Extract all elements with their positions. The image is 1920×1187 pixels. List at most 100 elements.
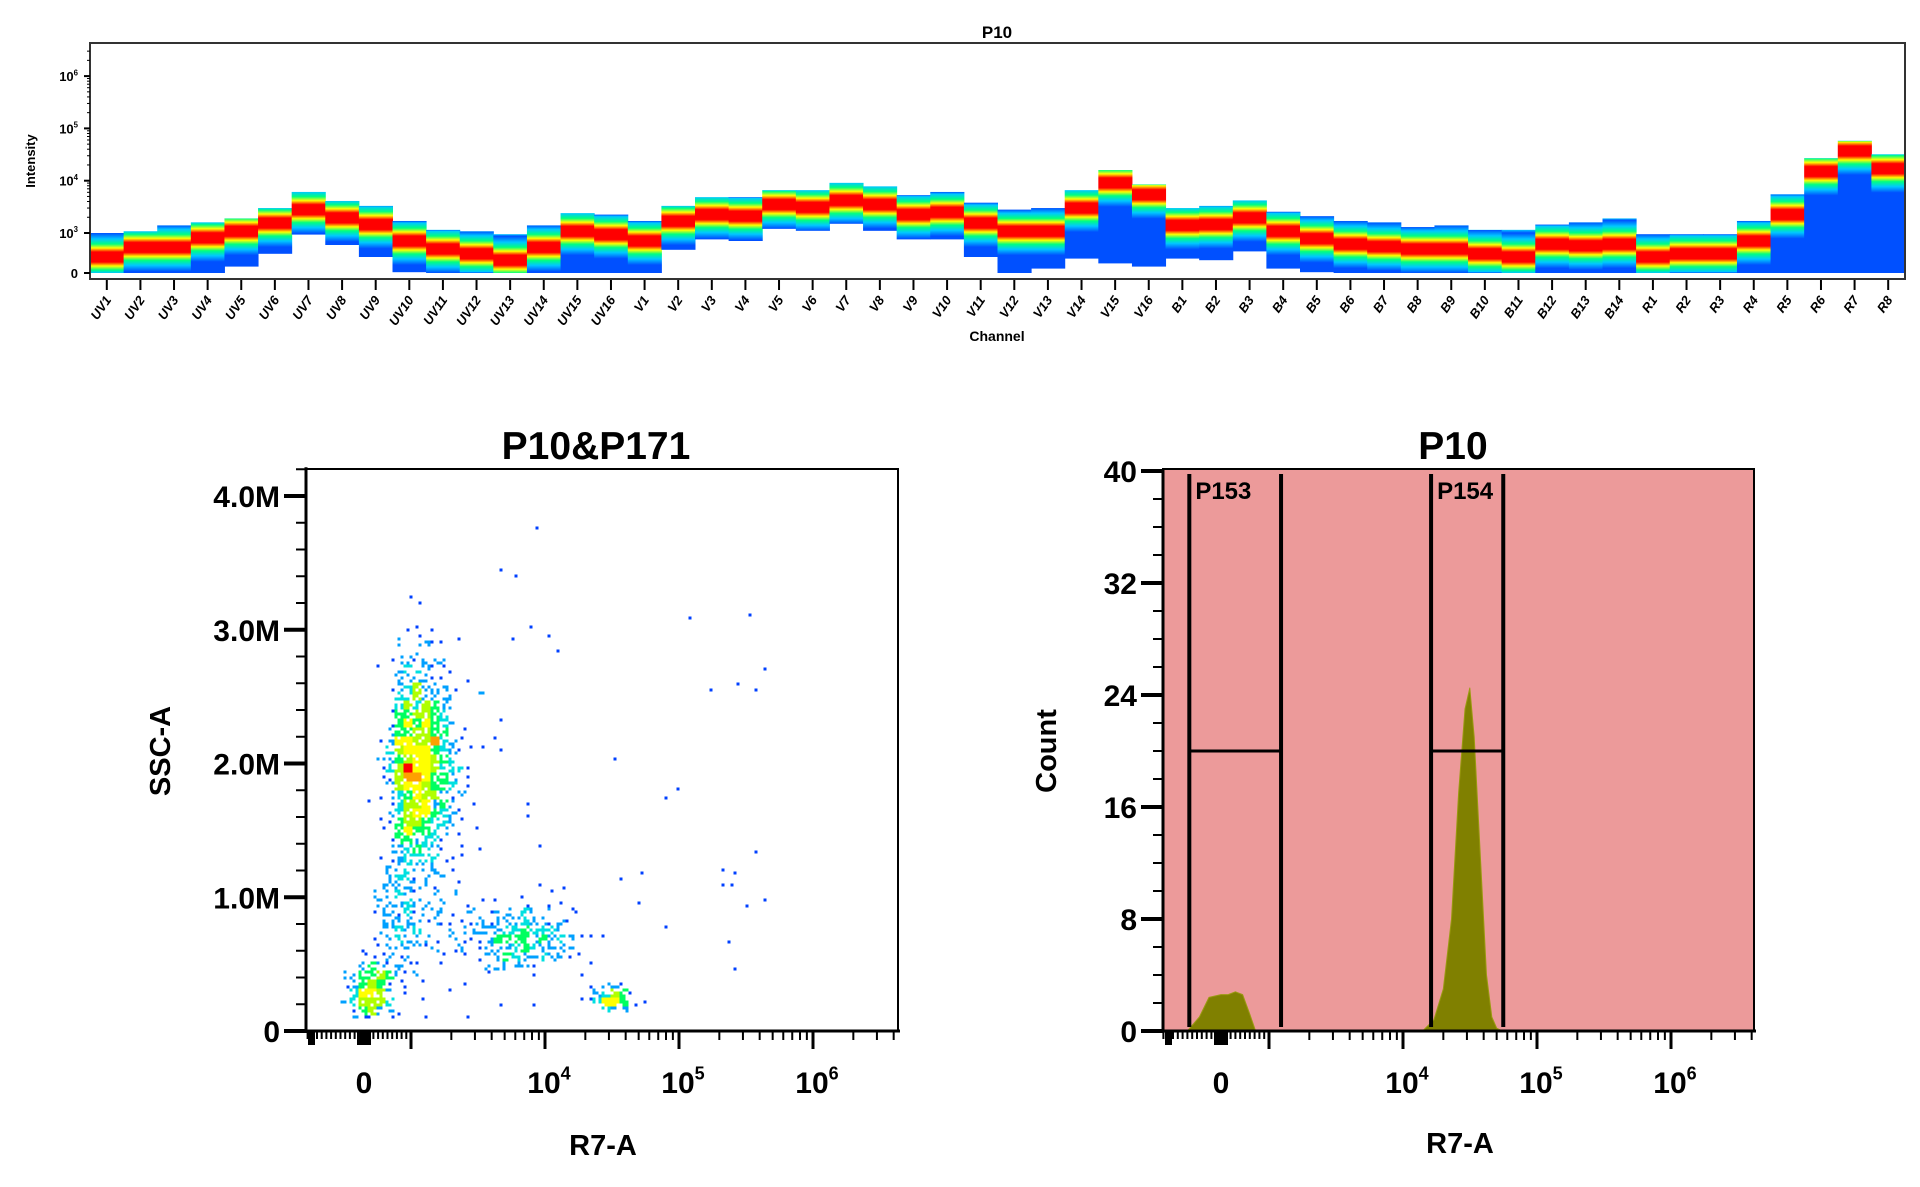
scatter-point <box>403 907 407 911</box>
scatter-point <box>394 823 398 827</box>
channel-band <box>896 195 931 240</box>
scatter-point <box>403 970 407 974</box>
scatter-point <box>445 688 449 692</box>
scatter-point <box>400 670 404 674</box>
scatter-point <box>424 808 428 812</box>
scatter-point <box>523 958 527 962</box>
x-tick-label: 106 <box>795 1064 838 1101</box>
channel-band <box>1468 229 1503 273</box>
scatter-point <box>394 886 398 890</box>
scatter-point <box>406 775 410 779</box>
scatter-point <box>529 922 533 926</box>
scatter-point <box>415 682 419 686</box>
channel-band <box>594 214 629 273</box>
channel-label: UV12 <box>453 292 484 328</box>
scatter-point <box>394 946 398 950</box>
scatter-point <box>391 883 395 887</box>
scatter-point <box>415 733 419 737</box>
scatter-point <box>373 982 377 986</box>
scatter-point <box>436 748 440 752</box>
scatter-point <box>364 1006 368 1010</box>
scatter-point <box>451 721 455 725</box>
scatter-point <box>427 754 431 758</box>
tick-label-base: 10 <box>59 69 73 84</box>
scatter-point <box>412 796 416 800</box>
scatter-point <box>364 988 368 992</box>
scatter-point <box>373 1003 377 1007</box>
scatter-point <box>445 859 449 863</box>
scatter-point <box>451 811 455 815</box>
scatter-point <box>544 928 548 932</box>
scatter-point <box>403 781 407 785</box>
scatter-point <box>472 931 476 935</box>
channel-label: B6 <box>1336 292 1358 315</box>
scatter-point <box>448 670 452 674</box>
scatter-point <box>403 835 407 839</box>
scatter-point <box>388 955 392 959</box>
scatter-point <box>436 736 440 740</box>
scatter-point <box>394 904 398 908</box>
scatter-point <box>496 922 500 926</box>
scatter-point <box>499 928 503 932</box>
scatter-point <box>436 766 440 770</box>
scatter-point <box>430 748 434 752</box>
scatter-point <box>433 892 437 896</box>
scatter-point <box>412 826 416 830</box>
scatter-point <box>376 970 380 974</box>
y-tick-label: 8 <box>1120 904 1137 937</box>
scatter-point <box>442 952 446 956</box>
scatter-point <box>385 958 389 962</box>
scatter-point <box>442 664 446 668</box>
scatter-point <box>370 1000 374 1004</box>
scatter-point <box>409 916 413 920</box>
scatter-point <box>379 1003 383 1007</box>
scatter-point <box>427 733 431 737</box>
scatter-point <box>433 805 437 809</box>
scatter-point <box>556 937 560 941</box>
scatter-point <box>430 775 434 779</box>
scatter-point <box>748 613 752 617</box>
scatter-point <box>379 997 383 1001</box>
scatter-point <box>370 961 374 965</box>
scatter-point <box>427 817 431 821</box>
scatter-point <box>511 931 515 935</box>
scatter-point <box>391 760 395 764</box>
scatter-point <box>430 820 434 824</box>
scatter-point <box>424 826 428 830</box>
gate-p154[interactable]: P154 <box>1429 474 1506 1027</box>
scatter-point <box>388 820 392 824</box>
scatter-point <box>403 820 407 824</box>
scatter-point <box>409 655 413 659</box>
scatter-point <box>466 784 470 788</box>
scatter-point <box>619 997 623 1001</box>
scatter-point <box>613 1000 617 1004</box>
scatter-point <box>430 691 434 695</box>
scatter-point <box>418 679 422 683</box>
scatter-point <box>406 766 410 770</box>
scatter-point <box>466 910 470 914</box>
scatter-point <box>409 691 413 695</box>
scatter-point <box>502 916 506 920</box>
scatter-point <box>391 796 395 800</box>
scatter-point <box>433 832 437 836</box>
scatter-point <box>451 823 455 827</box>
gate-p153[interactable]: P153 <box>1187 474 1284 1027</box>
scatter-point <box>382 826 386 830</box>
scatter-point <box>406 760 410 764</box>
channel-label: B2 <box>1202 292 1224 315</box>
scatter-point <box>424 796 428 800</box>
scatter-point <box>394 781 398 785</box>
scatter-point <box>421 685 425 689</box>
scatter-point <box>523 952 527 956</box>
scatter-point <box>415 772 419 776</box>
scatter-point <box>418 781 422 785</box>
scatter-point <box>403 799 407 803</box>
tick-label-base: 10 <box>1385 1067 1418 1100</box>
scatter-point <box>358 994 362 998</box>
channel-band <box>560 213 595 273</box>
scatter-point <box>430 733 434 737</box>
scatter-point <box>517 958 521 962</box>
scatter-point <box>445 685 449 689</box>
scatter-point <box>415 808 419 812</box>
